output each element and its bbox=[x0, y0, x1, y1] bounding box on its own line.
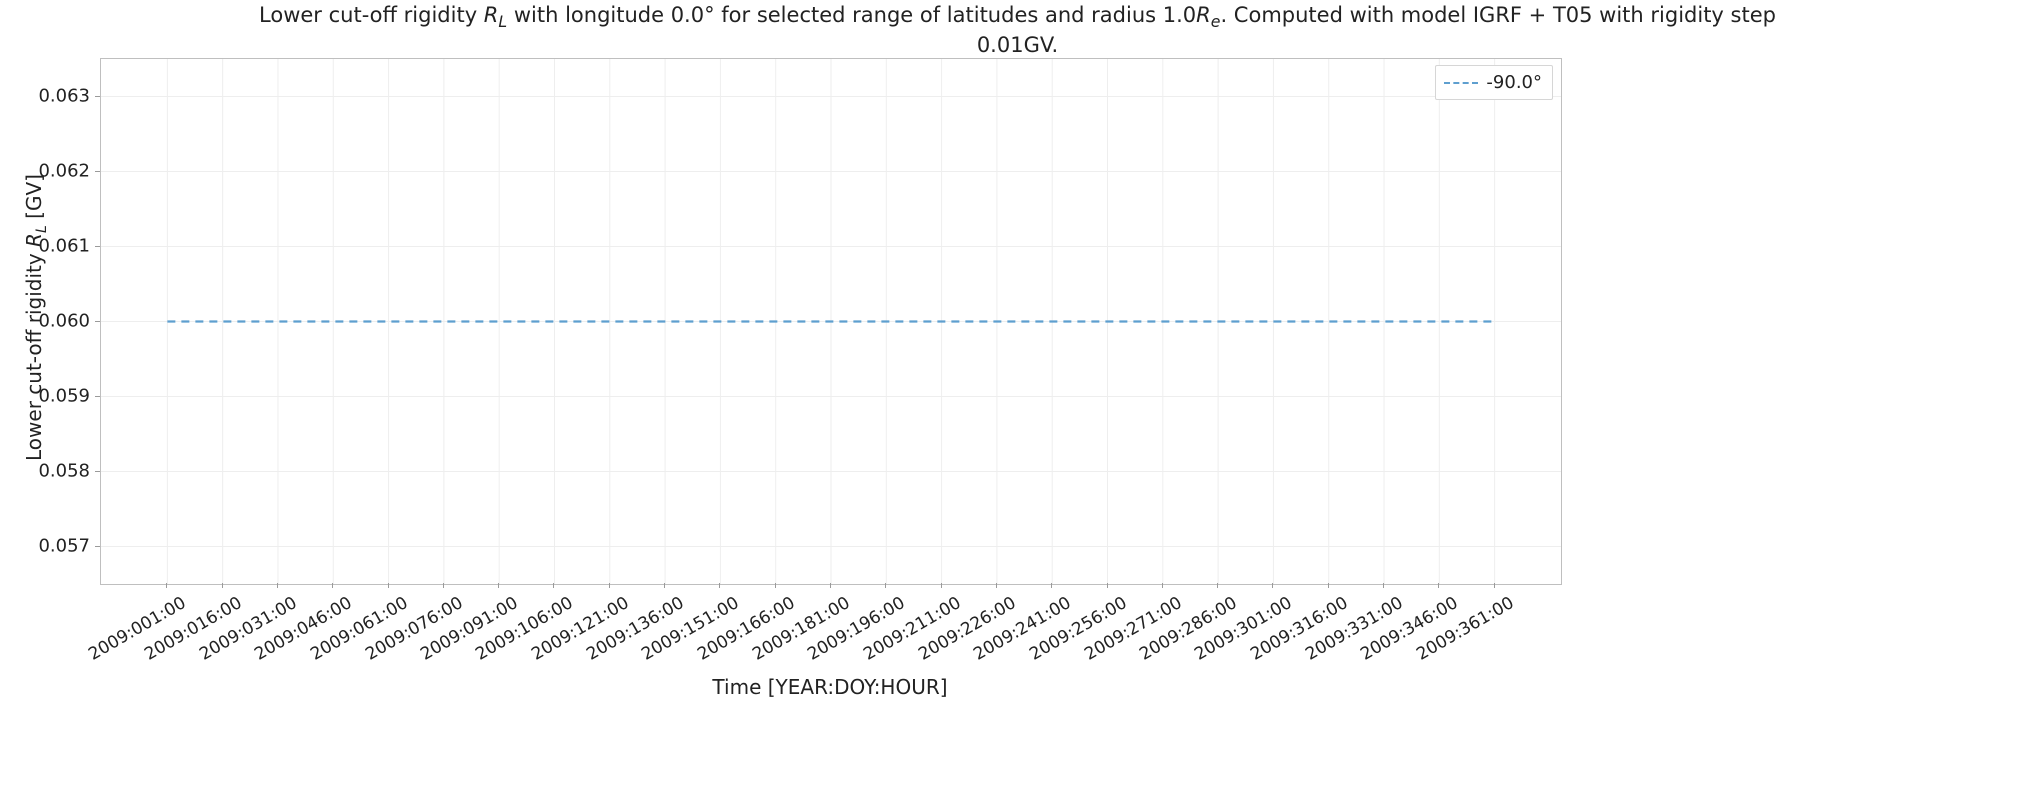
x-tick bbox=[775, 583, 776, 588]
y-tick bbox=[95, 171, 100, 172]
y-tick-label: 0.061 bbox=[10, 235, 90, 256]
title-L: L bbox=[498, 12, 507, 31]
x-tick bbox=[222, 583, 223, 588]
x-tick bbox=[498, 583, 499, 588]
x-tick bbox=[996, 583, 997, 588]
x-tick bbox=[885, 583, 886, 588]
x-tick bbox=[1162, 583, 1163, 588]
x-axis-label: Time [YEAR:DOY:HOUR] bbox=[100, 675, 1560, 699]
x-tick bbox=[1328, 583, 1329, 588]
title-text-2: with longitude 0.0° for selected range o… bbox=[507, 3, 1196, 27]
y-tick-label: 0.059 bbox=[10, 385, 90, 406]
legend: -90.0° bbox=[1435, 65, 1553, 100]
plot-svg bbox=[101, 59, 1561, 584]
title-Re-e: e bbox=[1211, 12, 1221, 31]
y-tick-label: 0.063 bbox=[10, 85, 90, 106]
y-tick bbox=[95, 546, 100, 547]
y-tick bbox=[95, 246, 100, 247]
x-tick bbox=[941, 583, 942, 588]
x-tick bbox=[664, 583, 665, 588]
title-R: R bbox=[484, 3, 499, 27]
legend-series-label: -90.0° bbox=[1486, 72, 1542, 93]
x-tick bbox=[719, 583, 720, 588]
title-text-1: Lower cut-off rigidity bbox=[259, 3, 484, 27]
figure: Lower cut-off rigidity RL with longitude… bbox=[0, 0, 2035, 785]
y-tick bbox=[95, 471, 100, 472]
ylabel-L: L bbox=[34, 225, 50, 233]
y-tick bbox=[95, 96, 100, 97]
x-tick bbox=[1438, 583, 1439, 588]
ylabel-text-1: Lower cut-off rigidity bbox=[22, 246, 46, 460]
x-tick bbox=[1494, 583, 1495, 588]
chart-title: Lower cut-off rigidity RL with longitude… bbox=[0, 0, 2035, 58]
x-tick bbox=[609, 583, 610, 588]
x-tick bbox=[553, 583, 554, 588]
plot-area: -90.0° bbox=[100, 58, 1562, 585]
x-tick bbox=[1272, 583, 1273, 588]
xlabel-text: Time [YEAR:DOY:HOUR] bbox=[712, 675, 947, 699]
y-tick-label: 0.058 bbox=[10, 460, 90, 481]
legend-line-swatch bbox=[1444, 82, 1478, 84]
x-tick bbox=[1383, 583, 1384, 588]
x-tick bbox=[277, 583, 278, 588]
x-tick bbox=[1107, 583, 1108, 588]
title-Re-R: R bbox=[1196, 3, 1211, 27]
y-tick-label: 0.057 bbox=[10, 535, 90, 556]
title-line2: 0.01GV. bbox=[977, 33, 1058, 57]
x-tick bbox=[1051, 583, 1052, 588]
x-tick bbox=[332, 583, 333, 588]
x-tick bbox=[443, 583, 444, 588]
y-tick-label: 0.062 bbox=[10, 160, 90, 181]
y-tick bbox=[95, 396, 100, 397]
y-tick bbox=[95, 321, 100, 322]
y-tick-label: 0.060 bbox=[10, 310, 90, 331]
x-tick bbox=[388, 583, 389, 588]
x-tick bbox=[1217, 583, 1218, 588]
title-text-3: . Computed with model IGRF + T05 with ri… bbox=[1220, 3, 1776, 27]
ylabel-text-2: [GV] bbox=[22, 174, 46, 225]
x-tick bbox=[830, 583, 831, 588]
x-tick bbox=[166, 583, 167, 588]
